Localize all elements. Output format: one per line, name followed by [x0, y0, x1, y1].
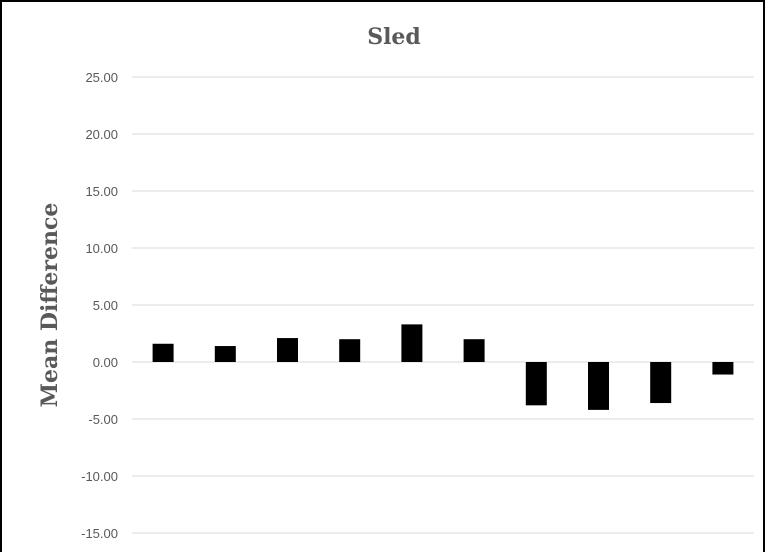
bar	[525, 362, 547, 406]
bars	[152, 324, 734, 410]
bar	[401, 324, 423, 362]
y-tick-label: 25.00	[85, 70, 118, 85]
y-tick-label: 15.00	[85, 184, 118, 199]
y-tick-label: -15.00	[81, 526, 118, 541]
chart-title: Sled	[367, 24, 421, 50]
gridlines	[132, 76, 754, 534]
bar	[650, 362, 672, 404]
bar	[214, 346, 236, 362]
y-tick-label: 10.00	[85, 241, 118, 256]
bar	[588, 362, 609, 410]
y-tick-label: 5.00	[93, 298, 118, 313]
bar	[339, 339, 361, 362]
bar	[152, 343, 174, 362]
y-tick-label: -10.00	[81, 469, 118, 484]
y-tick-label: 20.00	[85, 127, 118, 142]
bar	[463, 339, 485, 362]
y-tick-label: -5.00	[88, 412, 118, 427]
bar	[277, 338, 298, 362]
y-axis-label: Mean Difference	[37, 203, 63, 408]
y-tick-label: 0.00	[93, 355, 118, 370]
bar	[712, 362, 734, 375]
y-tick-labels: 25.00 20.00 15.00 10.00 5.00 0.00 -5.00 -10.00 -…	[81, 70, 118, 541]
